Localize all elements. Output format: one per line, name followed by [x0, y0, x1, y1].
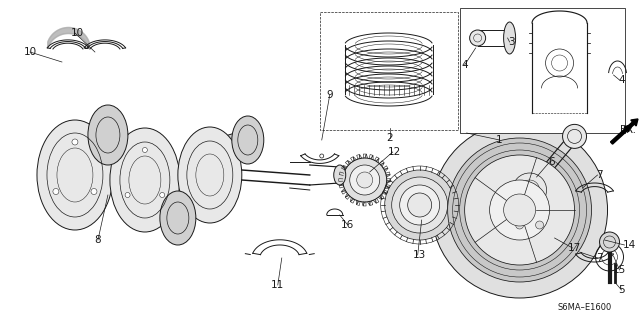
- Circle shape: [447, 138, 591, 282]
- Circle shape: [516, 221, 524, 229]
- Ellipse shape: [232, 116, 264, 164]
- Polygon shape: [160, 190, 205, 210]
- Circle shape: [72, 139, 78, 145]
- Text: 3: 3: [508, 37, 515, 47]
- Text: 7: 7: [596, 253, 603, 263]
- Ellipse shape: [160, 191, 196, 245]
- Text: FR.: FR.: [620, 125, 636, 135]
- Bar: [320, 12, 458, 130]
- Circle shape: [465, 155, 575, 265]
- Polygon shape: [93, 130, 140, 165]
- Text: 10: 10: [70, 28, 83, 38]
- Text: 5: 5: [618, 285, 625, 295]
- Ellipse shape: [88, 105, 128, 165]
- Circle shape: [431, 122, 607, 298]
- Text: 4: 4: [618, 75, 625, 85]
- Text: 14: 14: [623, 240, 636, 250]
- Circle shape: [125, 192, 130, 197]
- Text: 16: 16: [341, 220, 355, 230]
- Text: 10: 10: [24, 47, 36, 57]
- Text: S6MA–E1600: S6MA–E1600: [557, 303, 612, 313]
- Bar: [460, 8, 625, 133]
- Circle shape: [349, 165, 380, 195]
- Circle shape: [536, 221, 543, 229]
- Text: 9: 9: [326, 90, 333, 100]
- Circle shape: [320, 154, 324, 158]
- Text: 1: 1: [496, 135, 503, 145]
- Text: 2: 2: [387, 133, 393, 143]
- Polygon shape: [222, 130, 260, 160]
- Text: 15: 15: [613, 265, 626, 275]
- Text: 17: 17: [568, 243, 581, 253]
- Text: 7: 7: [596, 170, 603, 180]
- Circle shape: [470, 30, 486, 46]
- Circle shape: [504, 165, 555, 215]
- Circle shape: [408, 193, 431, 217]
- Circle shape: [142, 147, 147, 152]
- Text: 8: 8: [95, 235, 101, 245]
- Ellipse shape: [504, 22, 516, 54]
- FancyArrow shape: [611, 119, 638, 144]
- Circle shape: [400, 185, 440, 225]
- Circle shape: [490, 180, 550, 240]
- Ellipse shape: [37, 120, 113, 230]
- Circle shape: [563, 124, 586, 148]
- Text: 11: 11: [271, 280, 284, 290]
- Ellipse shape: [110, 128, 180, 232]
- Circle shape: [600, 232, 620, 252]
- Circle shape: [91, 189, 97, 195]
- Ellipse shape: [178, 127, 242, 223]
- Circle shape: [504, 194, 536, 226]
- Circle shape: [385, 170, 454, 240]
- Circle shape: [392, 177, 447, 233]
- Circle shape: [53, 189, 59, 195]
- Text: 4: 4: [461, 60, 468, 70]
- Text: 13: 13: [413, 250, 426, 260]
- Circle shape: [160, 192, 164, 197]
- Circle shape: [356, 172, 372, 188]
- Ellipse shape: [333, 165, 346, 185]
- Circle shape: [343, 158, 387, 202]
- Text: 12: 12: [388, 147, 401, 157]
- Text: 6: 6: [548, 157, 555, 167]
